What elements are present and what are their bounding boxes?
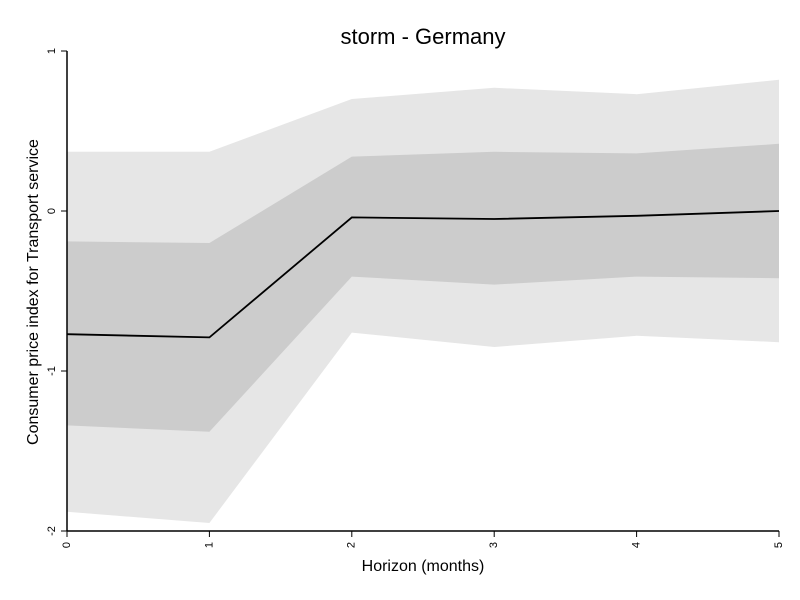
x-tick-label: 4	[631, 542, 643, 548]
x-tick-label: 3	[488, 542, 500, 548]
y-tick-label: 1	[46, 48, 58, 54]
plot-area	[66, 79, 780, 524]
x-tick-label: 1	[203, 542, 215, 548]
y-tick-label: -2	[46, 526, 58, 536]
chart-title: storm - Germany	[340, 24, 505, 49]
x-tick-label: 2	[346, 542, 358, 548]
x-axis-label: Horizon (months)	[362, 558, 485, 575]
y-tick-label: -1	[46, 366, 58, 376]
x-tick-label: 0	[61, 542, 73, 548]
x-tick-label: 5	[773, 542, 785, 548]
y-axis-label: Consumer price index for Transport servi…	[25, 139, 42, 445]
point-estimate-line	[66, 210, 780, 339]
axes: 10-1-20 1 2 3 4 5	[46, 48, 785, 548]
y-tick-label: 0	[46, 208, 58, 214]
